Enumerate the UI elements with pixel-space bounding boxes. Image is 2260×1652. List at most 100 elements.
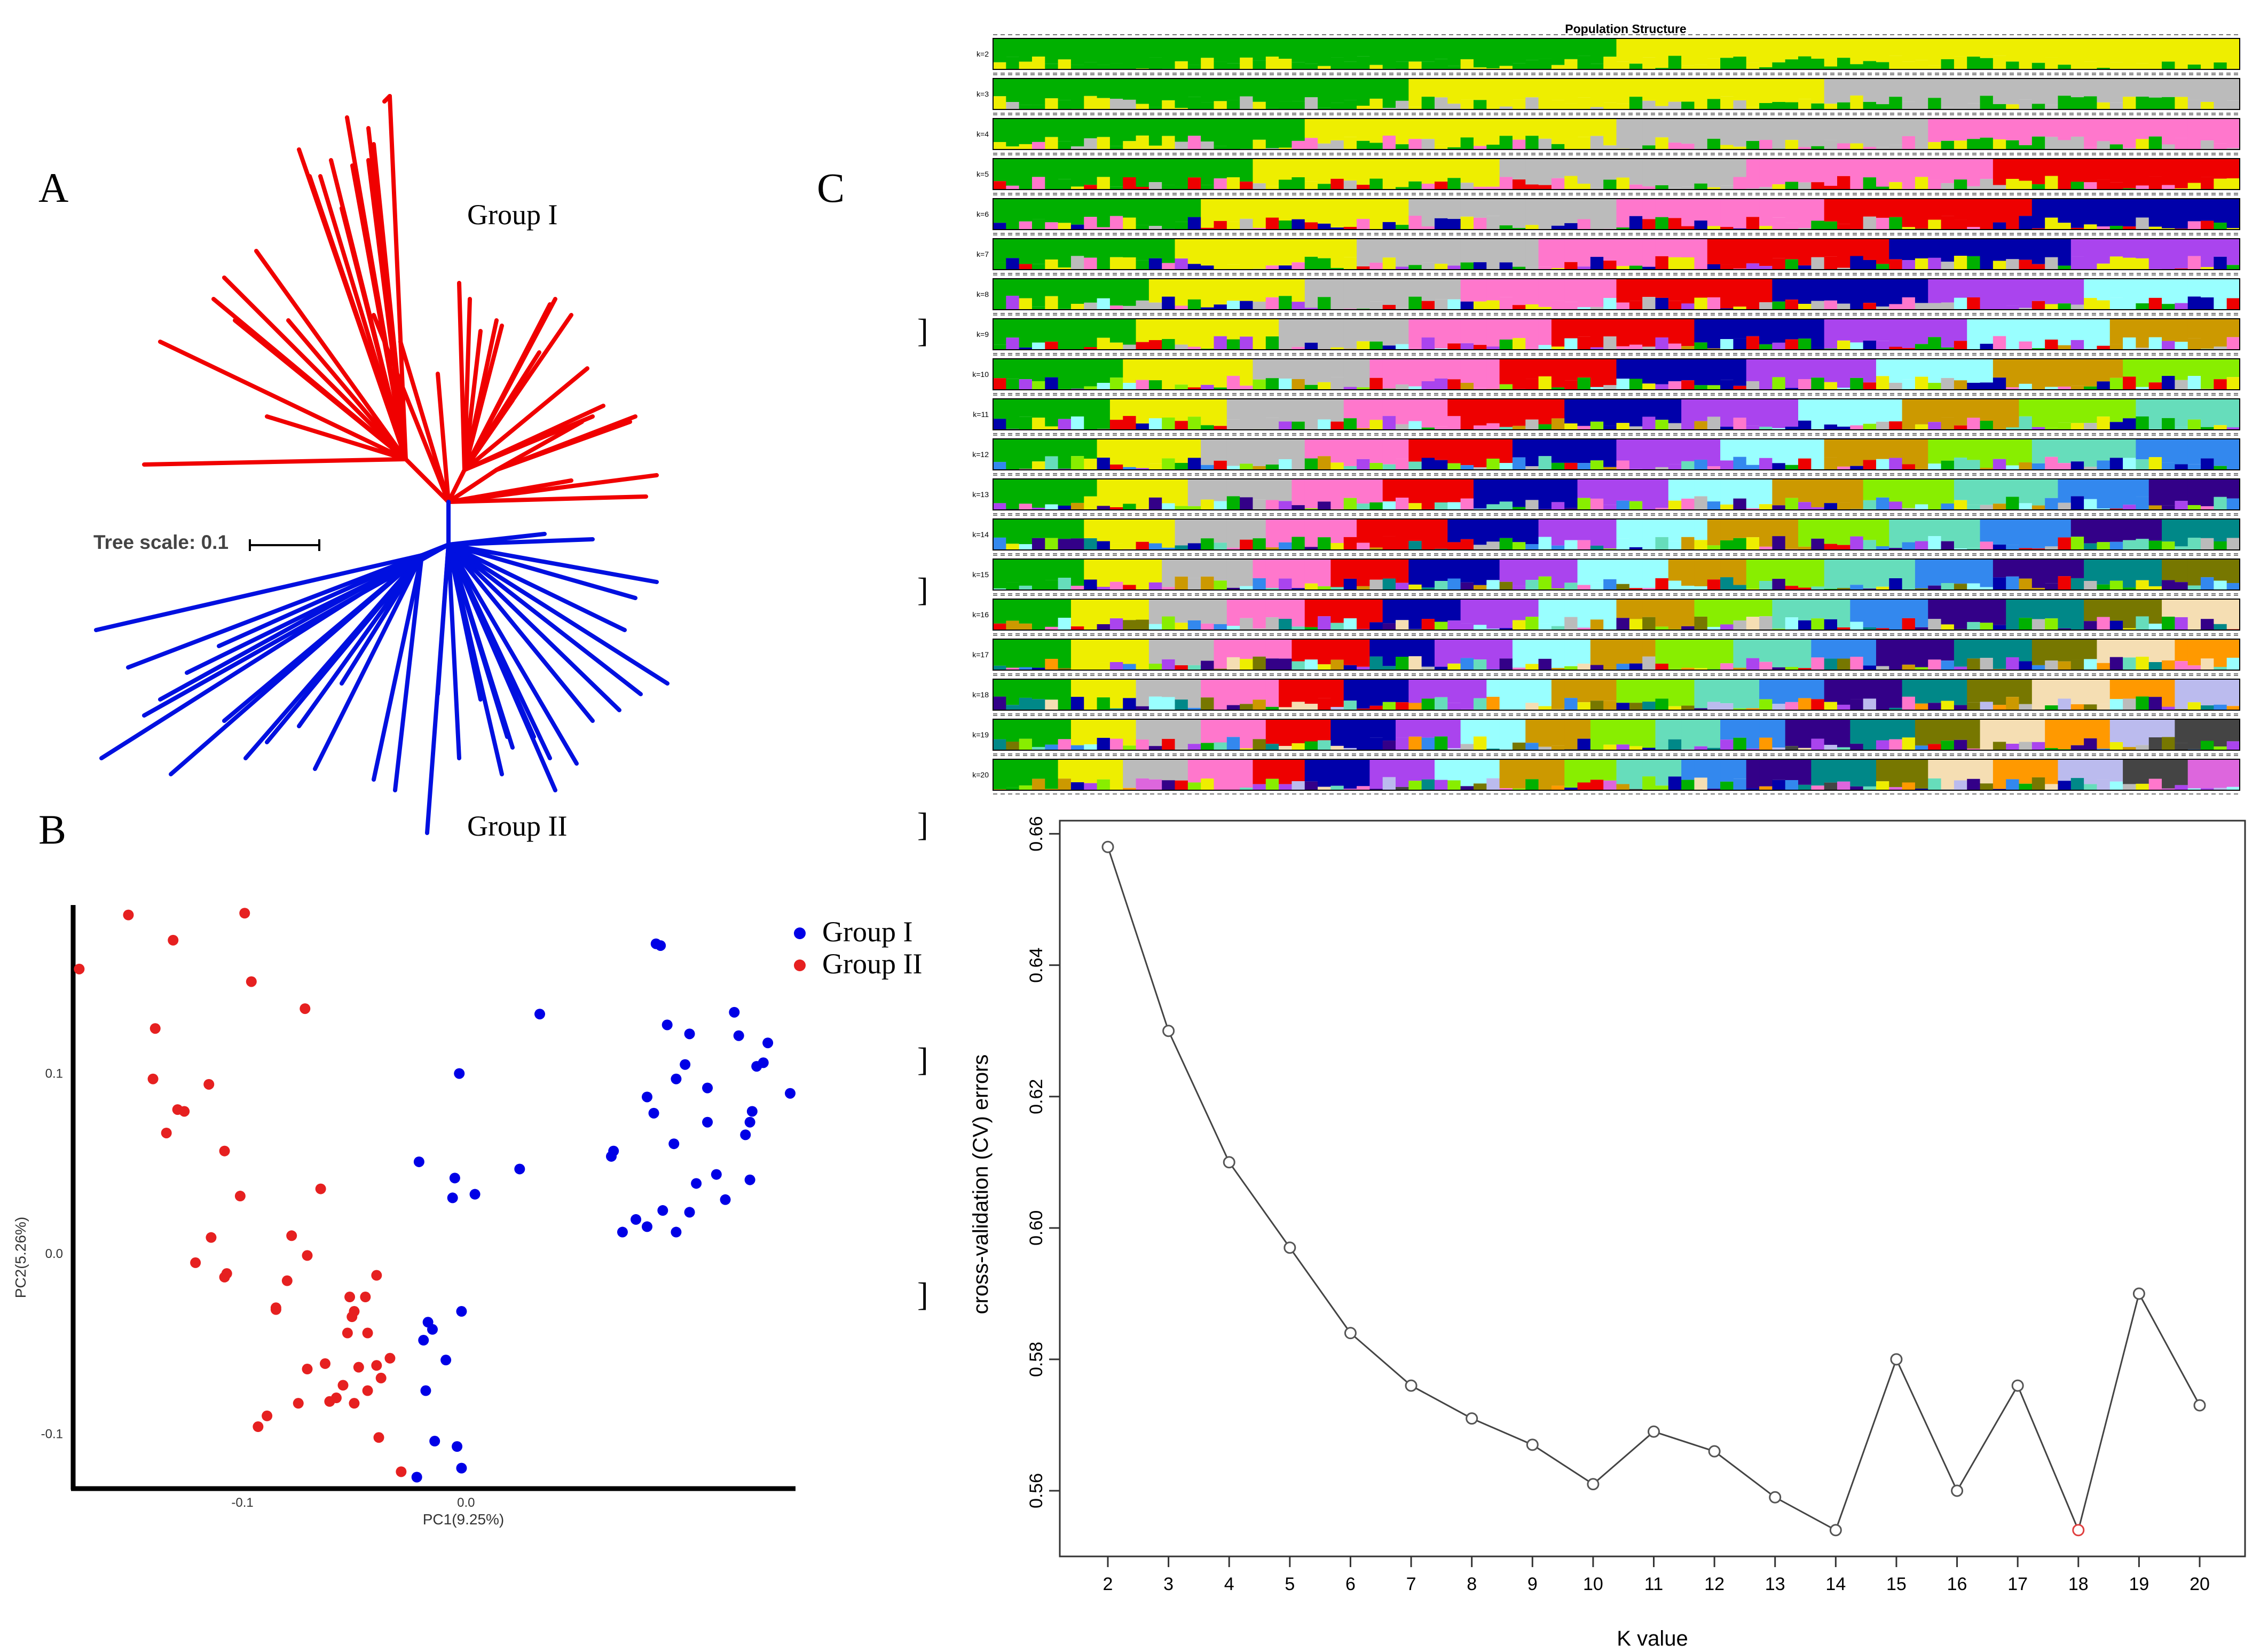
pca-point	[371, 1360, 382, 1371]
pca-point	[420, 1385, 431, 1396]
pca-point	[671, 1226, 682, 1238]
pca-point	[161, 1127, 172, 1138]
pca-xtick: -0.1	[231, 1496, 253, 1510]
pca-point	[342, 1327, 353, 1339]
structure-row: k=6	[977, 194, 2240, 234]
pca-point	[720, 1194, 731, 1205]
pca-point	[456, 1462, 467, 1474]
cv-xtick: 8	[1467, 1574, 1477, 1594]
pca-point	[353, 1362, 364, 1373]
structure-row-label: k=16	[972, 610, 989, 619]
pca-point	[324, 1396, 335, 1407]
pca-point	[147, 1073, 159, 1084]
pca-point	[234, 1191, 246, 1202]
structure-row-label: k=19	[972, 730, 989, 739]
pca-point	[168, 934, 179, 946]
structure-row: k=10	[972, 355, 2240, 394]
structure-row-label: k=6	[977, 210, 989, 218]
pca-point	[642, 1091, 652, 1103]
pca-point	[452, 1441, 463, 1452]
structure-row: k=4	[977, 114, 2240, 154]
pca-point	[74, 963, 85, 974]
pca-point	[286, 1230, 297, 1241]
structure-row: k=14	[972, 515, 2240, 554]
structure-row: k=8	[977, 274, 2240, 314]
pca-point	[662, 1019, 673, 1030]
cv-xtick: 3	[1163, 1574, 1174, 1594]
cv-ytick: 0.60	[1026, 1210, 1046, 1246]
svg-text:]: ]	[917, 1042, 928, 1078]
pca-point	[606, 1151, 617, 1162]
pca-point	[349, 1398, 360, 1409]
cv-ytick: 0.62	[1026, 1079, 1046, 1114]
pca-point	[534, 1009, 545, 1020]
pca-point	[711, 1169, 722, 1180]
pca-ticks: -0.1 0.0 -0.1 0.0 0.1	[41, 1067, 475, 1510]
pca-point	[337, 1380, 349, 1391]
pca-legend: Group I Group II	[794, 916, 922, 980]
pca-point	[371, 1270, 382, 1281]
svg-text:]: ]	[917, 572, 928, 608]
cv-xtick: 12	[1704, 1574, 1724, 1594]
cv-point	[2193, 1399, 2206, 1412]
pca-point	[740, 1129, 751, 1140]
cv-xtick: 10	[1583, 1574, 1603, 1594]
cv-xtick: 19	[2129, 1574, 2149, 1594]
pca-point	[617, 1226, 628, 1238]
pca-point	[514, 1163, 525, 1175]
pca-point	[270, 1304, 281, 1315]
cv-point	[2011, 1379, 2024, 1392]
pca-point	[655, 940, 666, 951]
structure-title: Population Structure	[1565, 22, 1686, 36]
pca-point	[344, 1292, 356, 1303]
cv-point	[1344, 1327, 1357, 1340]
cv-point	[1405, 1379, 1418, 1392]
cv-ytick: 0.64	[1026, 948, 1046, 983]
legend-group1-label: Group I	[822, 916, 912, 948]
structure-row: k=13	[972, 475, 2240, 514]
pca-point	[315, 1183, 326, 1194]
cv-point	[1526, 1438, 1539, 1451]
panel-b: B -0.1 0.0 -0.1 0.0 0.1 PC1(9.25%) PC2(5.26%…	[12, 806, 922, 1528]
structure-row: k=7	[977, 234, 2240, 274]
pca-ytick: -0.1	[41, 1427, 63, 1442]
cv-point	[1162, 1025, 1175, 1037]
cv-point	[1101, 840, 1114, 853]
pca-point	[362, 1327, 373, 1339]
pca-point	[733, 1030, 744, 1041]
cv-point	[1890, 1353, 1903, 1366]
pca-point	[123, 909, 134, 921]
cv-xtick: 15	[1886, 1574, 1907, 1594]
legend-group1-marker	[794, 927, 806, 939]
structure-row-label: k=4	[977, 130, 989, 138]
panel-a: A Group I Group II Tree scale: 0.1	[38, 94, 670, 842]
structure-row: k=2	[977, 34, 2240, 74]
pca-point	[396, 1466, 407, 1477]
structure-row: k=16	[972, 595, 2240, 634]
cv-point	[1223, 1156, 1235, 1169]
structure-row: k=11	[973, 395, 2240, 434]
structure-row: k=19	[972, 715, 2240, 754]
structure-row: k=18	[972, 675, 2240, 714]
pca-point	[744, 1174, 755, 1185]
svg-text:]: ]	[917, 1277, 928, 1313]
pca-ytick: 0.0	[45, 1247, 63, 1261]
tree-group1-label: Group I	[467, 199, 557, 231]
pca-point	[684, 1207, 695, 1218]
pca-point	[179, 1106, 190, 1117]
cv-point	[1769, 1491, 1782, 1504]
pca-axes	[70, 905, 796, 1491]
structure-row-label: k=18	[972, 690, 989, 699]
cv-point	[1708, 1445, 1721, 1458]
pca-point	[642, 1221, 652, 1232]
pca-point	[149, 1023, 161, 1034]
pca-point	[320, 1358, 330, 1369]
pca-point	[449, 1173, 460, 1184]
pca-point	[454, 1068, 465, 1079]
structure-row-label: k=3	[977, 90, 989, 98]
cv-point	[1587, 1478, 1600, 1491]
structure-row-label: k=11	[973, 410, 989, 419]
structure-row: k=17	[972, 635, 2240, 674]
pca-point	[447, 1192, 458, 1203]
